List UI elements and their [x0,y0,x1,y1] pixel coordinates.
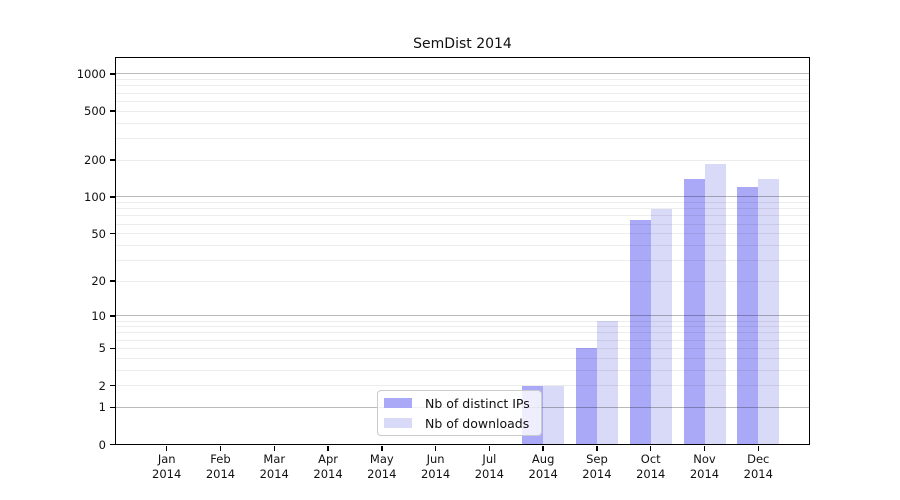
gridline-minor [115,100,810,102]
bar-downloads-aug [543,385,565,445]
gridline-minor [115,280,810,282]
legend-swatch-downloads [384,418,412,428]
bar-downloads-dec [758,179,780,445]
gridline-minor [115,357,810,359]
legend-label-downloads: Nb of downloads [425,415,530,431]
legend: Nb of distinct IPs Nb of downloads [377,390,542,436]
legend-label-distinct-ips: Nb of distinct IPs [425,395,530,411]
x-tick-mark [219,445,222,451]
x-axis-tick-label: Aug 2014 [528,452,558,481]
y-axis-tick-label: 1000 [76,66,106,81]
gridline-minor [115,122,810,124]
bar-distinct-ips-oct [629,219,651,445]
gridline-major [115,73,810,75]
x-tick-mark [757,445,760,451]
gridline-major [115,196,810,198]
x-tick-mark [381,445,383,451]
gridline-minor [115,244,810,246]
gridline-minor [115,215,810,217]
gridline-minor [115,208,810,210]
x-axis-tick-label: Feb 2014 [205,452,236,481]
y-axis-tick-label: 0 [98,437,106,452]
gridline-minor [115,110,810,112]
x-axis-tick-label: May 2014 [367,452,397,481]
x-tick-mark [273,445,275,451]
y-axis-tick-label: 500 [84,104,106,119]
x-axis-tick-label: Oct 2014 [636,452,666,481]
y-axis-tick-label: 1 [98,400,106,415]
y-axis-tick-label: 20 [91,274,106,289]
x-axis-tick-label: Dec 2014 [743,452,773,481]
y-axis-tick-label: 100 [84,189,106,204]
bar-downloads-sep [596,321,618,445]
x-tick-mark [596,445,598,451]
gridline-minor [115,92,810,94]
y-tick-mark [109,315,115,317]
x-axis-tick-label: Jan 2014 [152,452,182,481]
gridline-minor [115,259,810,261]
gridline-minor [115,223,810,225]
x-tick-mark [327,445,329,451]
x-axis-tick-label: Sep 2014 [582,452,612,481]
y-tick-mark [109,347,115,350]
y-tick-mark [109,406,115,409]
y-tick-mark [109,196,115,198]
y-tick-mark [109,110,115,112]
x-tick-mark [649,445,652,451]
x-tick-mark [434,445,437,451]
bar-distinct-ips-dec [737,187,759,445]
gridline-minor [115,79,810,81]
y-axis-tick-label: 10 [91,308,106,323]
gridline-minor [115,159,810,161]
y-tick-mark [109,159,115,161]
x-tick-mark [488,445,491,451]
legend-swatch-distinct-ips [384,398,412,408]
y-tick-mark [109,443,115,446]
x-axis-tick-label: Mar 2014 [259,452,289,481]
y-tick-mark [109,73,115,75]
gridline-minor [115,320,810,322]
gridline-minor [115,137,810,139]
gridline-minor [115,369,810,371]
gridline-minor [115,233,810,235]
x-tick-mark [542,445,544,451]
y-axis-tick-label: 5 [98,341,106,356]
y-tick-mark [109,232,115,235]
gridline-minor [115,202,810,204]
gridline-major [115,315,810,317]
x-axis-tick-label: Nov 2014 [689,452,720,481]
x-axis-tick-label: Jun 2014 [420,452,451,481]
y-axis-tick-label: 2 [98,378,106,393]
gridline-minor [115,385,810,387]
gridline-minor [115,326,810,328]
legend-item-downloads: Nb of downloads [384,416,541,431]
x-tick-mark [165,445,168,451]
chart-title: SemDist 2014 [413,36,512,52]
y-axis-tick-label: 200 [84,153,106,168]
y-axis-tick-label: 50 [91,226,106,241]
gridline-minor [115,85,810,87]
bar-downloads-oct [650,208,672,445]
gridline-minor [115,332,810,334]
bar-distinct-ips-sep [575,348,597,445]
x-tick-mark [703,445,706,451]
legend-item-distinct-ips: Nb of distinct IPs [384,396,541,411]
gridline-minor [115,347,810,349]
y-tick-mark [109,384,115,387]
gridline-minor [115,339,810,341]
bar-downloads-nov [704,164,726,445]
x-axis-tick-label: Apr 2014 [313,452,343,481]
y-tick-mark [109,280,115,282]
x-axis-tick-label: Jul 2014 [474,452,505,481]
bar-distinct-ips-nov [683,179,705,445]
